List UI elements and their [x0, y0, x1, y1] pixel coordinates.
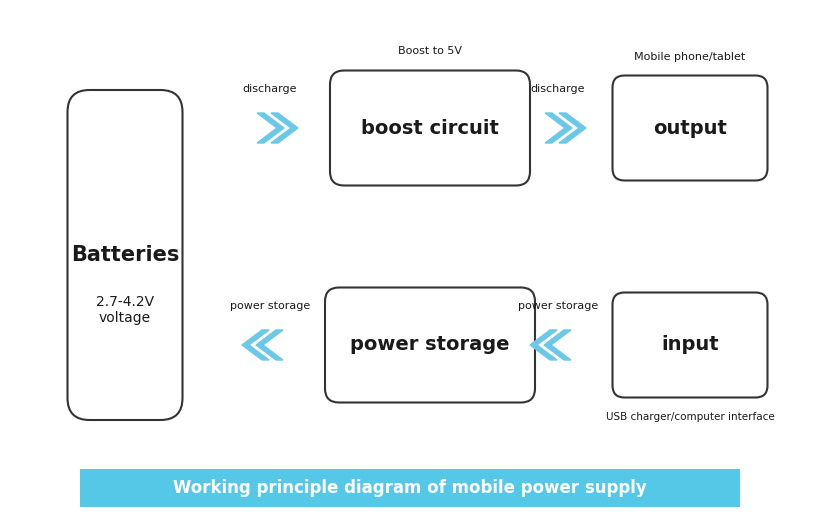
- Polygon shape: [545, 113, 572, 143]
- Polygon shape: [559, 113, 586, 143]
- FancyBboxPatch shape: [330, 70, 530, 185]
- Text: discharge: discharge: [531, 84, 586, 94]
- Text: Batteries: Batteries: [70, 245, 179, 265]
- Polygon shape: [242, 330, 269, 360]
- Polygon shape: [530, 330, 557, 360]
- Polygon shape: [256, 330, 283, 360]
- Polygon shape: [271, 113, 298, 143]
- Polygon shape: [257, 113, 284, 143]
- Polygon shape: [544, 330, 571, 360]
- FancyBboxPatch shape: [613, 292, 767, 397]
- Text: input: input: [661, 335, 719, 354]
- Text: power storage: power storage: [230, 301, 310, 311]
- Text: Mobile phone/tablet: Mobile phone/tablet: [635, 51, 745, 61]
- FancyBboxPatch shape: [325, 288, 535, 403]
- FancyBboxPatch shape: [613, 76, 767, 181]
- Text: discharge: discharge: [242, 84, 297, 94]
- FancyBboxPatch shape: [79, 469, 740, 507]
- Text: boost circuit: boost circuit: [361, 119, 499, 138]
- Text: power storage: power storage: [351, 335, 509, 354]
- Text: Boost to 5V: Boost to 5V: [398, 47, 462, 57]
- Text: 2.7-4.2V
voltage: 2.7-4.2V voltage: [96, 295, 154, 325]
- Text: power storage: power storage: [518, 301, 598, 311]
- FancyBboxPatch shape: [67, 90, 183, 420]
- Text: Working principle diagram of mobile power supply: Working principle diagram of mobile powe…: [173, 479, 646, 497]
- Text: output: output: [653, 119, 727, 138]
- Text: USB charger/computer interface: USB charger/computer interface: [605, 412, 775, 422]
